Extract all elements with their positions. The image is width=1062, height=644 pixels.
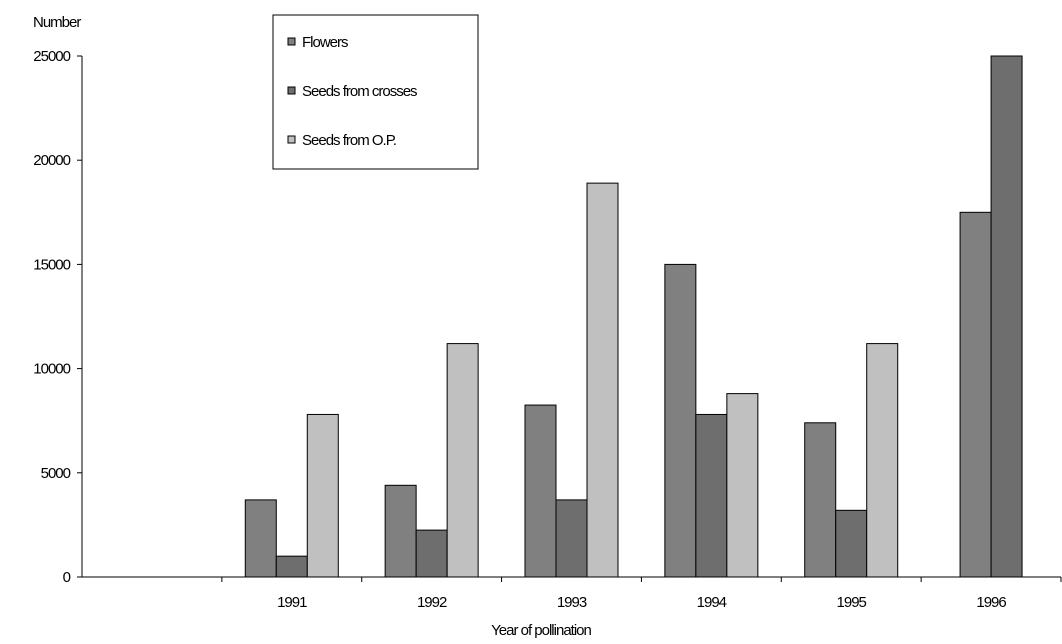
legend-label: Seeds from O.P.: [302, 132, 396, 149]
legend-label: Seeds from crosses: [302, 83, 417, 100]
y-ticks: 0 5000 10000 15000 20000 25000: [33, 48, 82, 586]
bar-seeds-from-crosses-1992: [415, 529, 448, 578]
bar-seeds-from-o-p-1993: [586, 182, 619, 578]
bar-seeds-from-crosses-1994: [695, 413, 728, 578]
legend: Flowers Seeds from crosses Seeds from O.P.: [272, 14, 479, 170]
x-tick-label: 1991: [277, 594, 307, 611]
y-tick-label: 15000: [33, 256, 70, 273]
bars-layer: [244, 55, 1023, 578]
bar-seeds-from-o-p-1992: [446, 343, 479, 578]
y-tick-label: 10000: [33, 361, 70, 378]
x-tick-label: 1995: [837, 594, 867, 611]
bar-flowers-1995: [804, 422, 837, 578]
x-axis-title: Year of pollination: [491, 622, 591, 639]
bar-seeds-from-crosses-1993: [555, 499, 588, 578]
bar-seeds-from-o-p-1991: [306, 413, 339, 578]
bar-flowers-1996: [959, 211, 992, 578]
bar-seeds-from-o-p-1995: [866, 343, 899, 578]
bar-seeds-from-crosses-1995: [835, 509, 868, 578]
bar-seeds-from-crosses-1996: [990, 55, 1023, 578]
legend-swatch: [287, 86, 296, 95]
y-tick-label: 5000: [41, 465, 71, 482]
y-tick-label: 20000: [33, 152, 70, 169]
bar-flowers-1994: [664, 263, 697, 578]
legend-items: Flowers Seeds from crosses Seeds from O.P.: [287, 34, 418, 149]
x-tick-label: 1992: [417, 594, 447, 611]
x-ticks: 1991 1992 1993 1994 1995 1996: [221, 577, 1062, 611]
x-tick-label: 1996: [976, 594, 1006, 611]
y-axis-title: Number: [33, 14, 81, 31]
x-tick-label: 1994: [697, 594, 727, 611]
bar-flowers-1992: [384, 484, 417, 578]
bar-seeds-from-o-p-1994: [726, 393, 759, 578]
y-tick-label: 25000: [33, 48, 70, 65]
bar-seeds-from-crosses-1991: [275, 555, 308, 578]
legend-label: Flowers: [302, 34, 348, 51]
legend-swatch: [287, 37, 296, 46]
bar-flowers-1993: [524, 404, 557, 578]
axes-layer: [81, 56, 1061, 578]
bar-flowers-1991: [244, 499, 277, 578]
legend-swatch: [287, 135, 296, 144]
x-tick-label: 1993: [557, 594, 587, 611]
legend-box: [272, 14, 479, 170]
y-tick-label: 0: [63, 569, 71, 586]
